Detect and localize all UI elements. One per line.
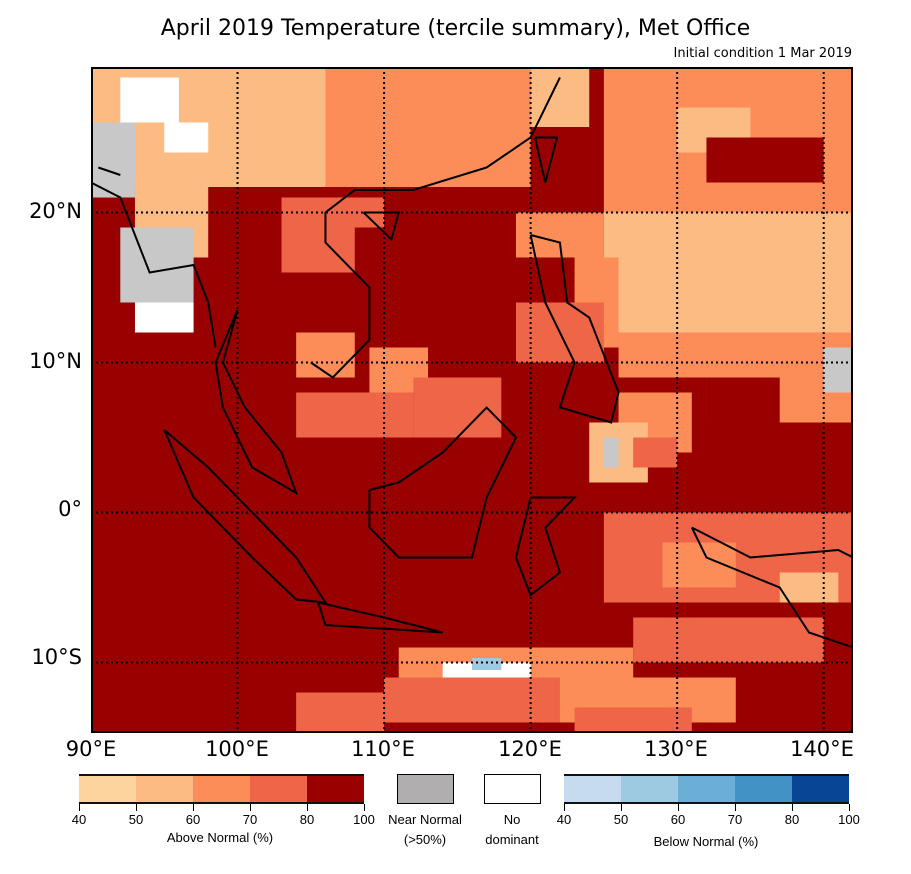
map-cell bbox=[296, 392, 414, 438]
colorbar-tick-label: 100 bbox=[838, 812, 860, 827]
colorbar-tick bbox=[79, 804, 80, 811]
map-cell bbox=[603, 437, 619, 468]
map-cell bbox=[765, 242, 853, 303]
map-cell bbox=[134, 302, 194, 333]
map-cell bbox=[91, 122, 135, 198]
map-cell bbox=[515, 212, 604, 258]
below-normal-label: Below Normal (%) bbox=[653, 834, 759, 849]
map-cell bbox=[296, 332, 355, 378]
coastline bbox=[163, 429, 328, 604]
colorbar-segment bbox=[564, 776, 621, 802]
colorbar-segment bbox=[735, 776, 792, 802]
colorbar-tick-label: 40 bbox=[556, 812, 572, 827]
lon-label-110e: 110°E bbox=[351, 737, 415, 761]
colorbar-tick bbox=[849, 804, 850, 811]
lon-label-130e: 130°E bbox=[644, 737, 708, 761]
map-cell bbox=[384, 677, 590, 723]
no-dominant-label: No bbox=[503, 812, 521, 827]
map-cell bbox=[706, 137, 824, 183]
coastline bbox=[690, 526, 853, 649]
coastline bbox=[529, 234, 620, 424]
map-cell bbox=[164, 122, 209, 153]
near-normal-label: Near Normal bbox=[388, 812, 462, 827]
colorbar-tick-label: 100 bbox=[353, 812, 375, 827]
colorbar-tick bbox=[735, 804, 736, 811]
coastline bbox=[91, 181, 217, 348]
near-normal-swatch bbox=[397, 774, 454, 804]
colorbar-tick-label: 60 bbox=[185, 812, 201, 827]
colorbar-tick bbox=[136, 804, 137, 811]
map-cell bbox=[413, 377, 502, 438]
colorbar-tick-label: 40 bbox=[71, 812, 87, 827]
map-cell bbox=[325, 67, 531, 187]
lat-label-20n: 20°N bbox=[29, 199, 82, 223]
colorbar-segment bbox=[307, 776, 364, 802]
colorbar-segment bbox=[621, 776, 678, 802]
above-normal-colorbar bbox=[79, 774, 364, 804]
no-dominant-sublabel: dominant bbox=[485, 832, 539, 847]
colorbar-segment bbox=[792, 776, 849, 802]
no-dominant-swatch bbox=[484, 774, 541, 804]
lon-label-100e: 100°E bbox=[205, 737, 269, 761]
near-normal-sublabel: (>50%) bbox=[403, 832, 447, 847]
map-subtitle: Initial condition 1 Mar 2019 bbox=[673, 46, 853, 61]
colorbar-tick bbox=[307, 804, 308, 811]
map-title: April 2019 Temperature (tercile summary)… bbox=[160, 16, 751, 41]
lat-label-10n: 10°N bbox=[29, 349, 82, 373]
colorbar-segment bbox=[678, 776, 735, 802]
colorbar-tick bbox=[193, 804, 194, 811]
map-cell bbox=[120, 77, 179, 123]
coastline bbox=[534, 136, 559, 183]
map-cell bbox=[779, 572, 839, 603]
colorbar-tick bbox=[792, 804, 793, 811]
map-cell bbox=[633, 617, 824, 663]
colorbar-tick bbox=[250, 804, 251, 811]
coastline bbox=[310, 77, 561, 379]
lon-label-120e: 120°E bbox=[498, 737, 562, 761]
colorbar-tick bbox=[678, 804, 679, 811]
colorbar-tick-label: 80 bbox=[784, 812, 800, 827]
colorbar-segment bbox=[193, 776, 250, 802]
colorbar-tick bbox=[364, 804, 365, 811]
map-frame bbox=[91, 67, 853, 733]
map-cell bbox=[633, 437, 678, 468]
coastline bbox=[214, 309, 299, 496]
coastline bbox=[514, 496, 577, 597]
forecast-map bbox=[91, 67, 853, 733]
map-cell bbox=[823, 347, 853, 393]
coastline bbox=[317, 601, 443, 634]
lon-label-140e: 140°E bbox=[790, 737, 854, 761]
lat-label-0: 0° bbox=[58, 497, 82, 521]
map-cell bbox=[472, 658, 502, 670]
colorbar-tick-label: 60 bbox=[670, 812, 686, 827]
colorbar-tick-label: 70 bbox=[727, 812, 743, 827]
lon-label-90e: 90°E bbox=[65, 737, 117, 761]
map-cell bbox=[281, 227, 355, 273]
colorbar-segment bbox=[250, 776, 307, 802]
map-cell bbox=[574, 707, 692, 733]
colorbar-tick-label: 50 bbox=[613, 812, 629, 827]
coastline bbox=[98, 166, 121, 176]
map-cell bbox=[296, 692, 385, 733]
colorbar-tick bbox=[621, 804, 622, 811]
colorbar-tick-label: 70 bbox=[242, 812, 258, 827]
colorbar-segment bbox=[79, 776, 136, 802]
below-normal-colorbar bbox=[564, 774, 849, 804]
map-cell bbox=[120, 227, 194, 303]
colorbar-tick-label: 80 bbox=[299, 812, 315, 827]
above-normal-label: Above Normal (%) bbox=[166, 830, 274, 845]
map-cell bbox=[706, 377, 780, 438]
colorbar-tick-label: 50 bbox=[128, 812, 144, 827]
lat-label-10s: 10°S bbox=[31, 645, 82, 669]
colorbar-segment bbox=[136, 776, 193, 802]
colorbar-tick bbox=[564, 804, 565, 811]
